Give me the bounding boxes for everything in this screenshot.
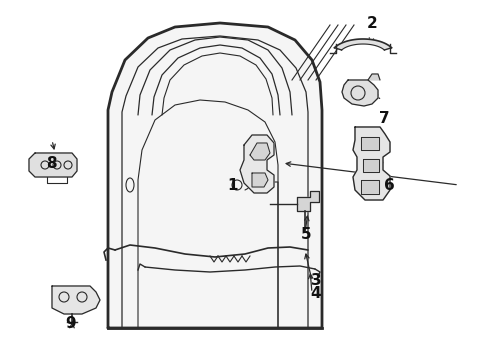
Polygon shape <box>342 80 378 106</box>
Polygon shape <box>353 127 390 200</box>
Text: 9: 9 <box>66 316 76 332</box>
Text: 3: 3 <box>311 273 321 288</box>
Polygon shape <box>335 39 392 50</box>
Text: 2: 2 <box>367 16 378 31</box>
Polygon shape <box>368 74 380 80</box>
Polygon shape <box>361 137 379 150</box>
Polygon shape <box>361 180 379 194</box>
Polygon shape <box>297 191 319 211</box>
Polygon shape <box>250 143 270 160</box>
Text: 8: 8 <box>46 156 57 171</box>
Polygon shape <box>52 286 100 314</box>
Text: 7: 7 <box>379 111 390 126</box>
Text: 6: 6 <box>384 178 395 193</box>
Polygon shape <box>252 173 268 187</box>
Polygon shape <box>240 135 274 193</box>
Text: 1: 1 <box>227 178 238 193</box>
Polygon shape <box>29 153 77 177</box>
Polygon shape <box>108 23 322 328</box>
Polygon shape <box>363 159 379 172</box>
Text: 5: 5 <box>301 226 312 242</box>
Text: 4: 4 <box>311 286 321 301</box>
